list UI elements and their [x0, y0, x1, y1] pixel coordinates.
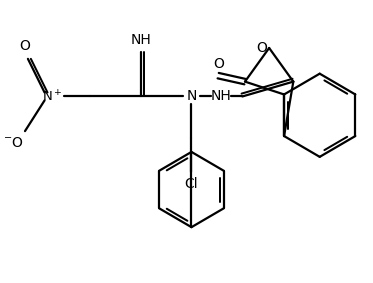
Text: NH: NH: [130, 33, 151, 47]
Text: Cl: Cl: [185, 177, 198, 191]
Text: N: N: [186, 89, 197, 104]
Text: NH: NH: [210, 89, 231, 104]
Text: O: O: [19, 39, 31, 53]
Text: $^{-}$O: $^{-}$O: [3, 136, 23, 150]
Text: O: O: [213, 57, 224, 71]
Text: N$^+$: N$^+$: [42, 89, 63, 104]
Text: O: O: [256, 41, 267, 55]
